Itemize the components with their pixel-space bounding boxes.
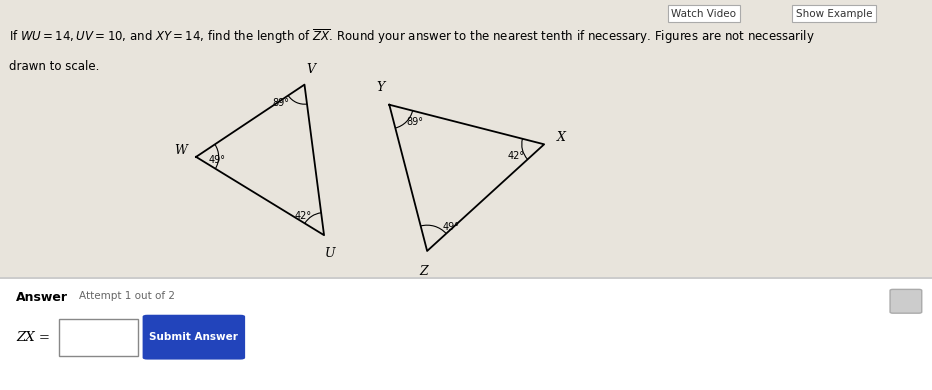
Text: If $WU = 14, UV = 10$, and $XY = 14$, find the length of $\overline{ZX}$. Round : If $WU = 14, UV = 10$, and $XY = 14$, fi…: [9, 27, 816, 46]
Text: 49°: 49°: [443, 222, 459, 232]
FancyBboxPatch shape: [0, 277, 932, 279]
Text: U: U: [325, 247, 336, 260]
FancyBboxPatch shape: [143, 315, 245, 360]
Text: Attempt 1 out of 2: Attempt 1 out of 2: [79, 291, 175, 301]
Text: X: X: [557, 131, 566, 144]
Text: 42°: 42°: [508, 151, 525, 161]
Text: W: W: [174, 144, 187, 158]
Text: 89°: 89°: [406, 117, 424, 127]
FancyBboxPatch shape: [890, 289, 922, 313]
Text: 89°: 89°: [272, 98, 289, 108]
Text: 49°: 49°: [209, 155, 226, 165]
Text: Submit Answer: Submit Answer: [149, 332, 239, 342]
Text: 42°: 42°: [295, 211, 311, 221]
Text: Show Example: Show Example: [796, 9, 872, 19]
Text: ZX =: ZX =: [16, 331, 49, 344]
Text: Z: Z: [419, 265, 428, 278]
Text: Y: Y: [377, 81, 385, 94]
Text: V: V: [306, 63, 315, 76]
Text: Answer: Answer: [16, 291, 68, 303]
Text: drawn to scale.: drawn to scale.: [9, 60, 100, 73]
Text: Watch Video: Watch Video: [671, 9, 736, 19]
FancyBboxPatch shape: [0, 279, 932, 390]
FancyBboxPatch shape: [59, 319, 138, 356]
